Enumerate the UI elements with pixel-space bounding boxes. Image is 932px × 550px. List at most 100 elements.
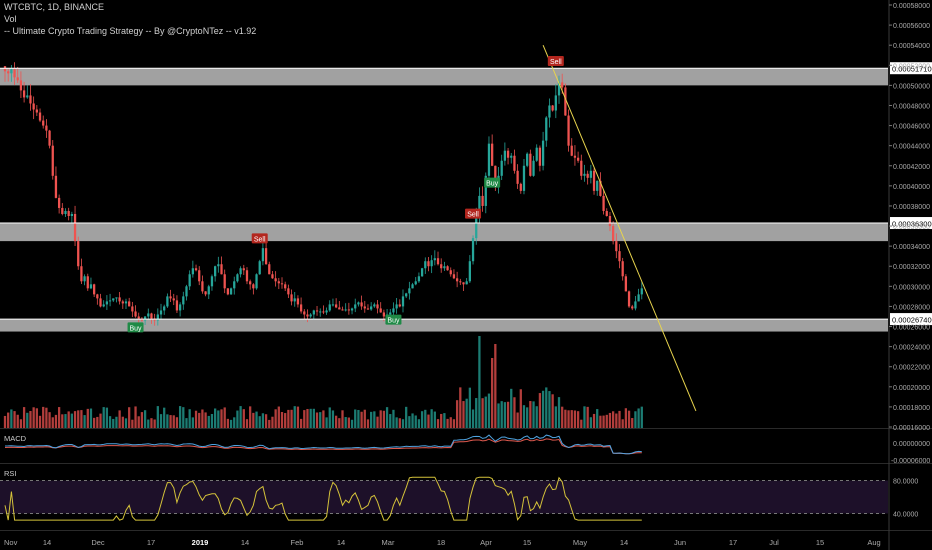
time-tick-label: May xyxy=(573,538,587,547)
volume-bar xyxy=(45,407,48,428)
volume-bar xyxy=(7,412,10,428)
volume-bar xyxy=(290,409,293,428)
volume-bar xyxy=(303,410,306,428)
candle-body xyxy=(576,157,580,161)
candle-body xyxy=(631,306,634,309)
candle-body xyxy=(80,266,83,282)
volume-bar xyxy=(268,419,271,428)
price-tick-label: 0.00034000 xyxy=(893,244,930,251)
level-price-label: 0.00026740 xyxy=(892,316,932,325)
time-axis[interactable]: Nov 14 Dec 17 2019 14 Feb 14 Mar 18 Apr 15 May 14 Jun 1… xyxy=(4,538,881,547)
candle-body xyxy=(570,145,573,156)
support-resistance-zones xyxy=(0,68,888,332)
volume-bar xyxy=(624,408,628,428)
volume-bar xyxy=(185,418,188,428)
candle-body xyxy=(169,296,172,299)
level-price-box xyxy=(890,62,932,75)
candle-body xyxy=(637,294,640,302)
volume-bar xyxy=(29,410,32,428)
volume-bar xyxy=(89,408,93,428)
price-tick-label: 0.00018000 xyxy=(893,405,930,412)
candle-body xyxy=(440,264,443,269)
candle-body xyxy=(557,82,561,96)
candle-body xyxy=(328,304,331,311)
candle-body xyxy=(583,173,586,176)
volume-bar xyxy=(592,413,596,428)
candle-body xyxy=(455,278,459,282)
volume-bar xyxy=(264,414,268,428)
volume-bar xyxy=(347,417,351,428)
candle-body xyxy=(350,308,354,311)
time-tick-label: 17 xyxy=(147,538,155,547)
volume-bar xyxy=(16,414,19,428)
volume-bar xyxy=(522,405,526,428)
volume-bar xyxy=(112,418,115,428)
candle-body xyxy=(204,291,207,295)
time-tick-label: Dec xyxy=(91,538,105,547)
volume-bar xyxy=(245,419,249,428)
volume-bar xyxy=(494,344,497,428)
price-tick-label: 0.00016000 xyxy=(893,425,930,432)
level-price-box xyxy=(890,217,932,230)
volume-bar xyxy=(341,410,344,428)
price-tick-label: 0.00026000 xyxy=(893,325,930,332)
candle-body xyxy=(233,281,236,289)
candle-body xyxy=(16,77,19,81)
price-tick-label: 0.00058000 xyxy=(893,3,930,10)
candle-body xyxy=(236,274,239,282)
price-zone xyxy=(0,319,888,332)
time-tick-label: Nov xyxy=(4,538,18,547)
candle-body xyxy=(567,115,570,146)
candle-body xyxy=(134,311,137,317)
candle-body xyxy=(522,165,526,191)
price-tick-label: 0.00024000 xyxy=(893,345,930,352)
candle-body xyxy=(564,87,567,116)
volume-bar xyxy=(115,416,118,428)
volume-bar xyxy=(207,415,210,428)
candle-body xyxy=(277,281,280,284)
candle-body xyxy=(506,150,510,158)
volume-bar xyxy=(554,406,557,428)
volume-bar xyxy=(503,402,507,428)
candle-body xyxy=(510,155,513,158)
time-tick-label: 18 xyxy=(437,538,445,547)
signal-label: Buy xyxy=(130,325,143,332)
volume-bar xyxy=(64,414,67,428)
candle-body xyxy=(220,264,223,275)
price-tick-label: 0.00020000 xyxy=(893,385,930,392)
trendline[interactable] xyxy=(542,44,697,412)
candle-body xyxy=(322,311,325,313)
volume-bar xyxy=(430,409,433,428)
volume-bar xyxy=(541,390,545,428)
sell-signal-badge xyxy=(547,55,564,66)
volume-bar xyxy=(462,401,465,428)
candle-body xyxy=(551,105,554,111)
volume-bar xyxy=(102,407,105,428)
candle-body xyxy=(57,197,61,208)
candle-body xyxy=(178,304,182,311)
volume-bar xyxy=(392,409,395,428)
candle-body xyxy=(188,274,191,287)
candle-body xyxy=(478,195,481,216)
volume-bar xyxy=(573,410,577,428)
candle-body xyxy=(475,216,478,239)
candle-body xyxy=(624,276,628,292)
volume-bar xyxy=(150,418,153,428)
candle-body xyxy=(150,313,153,319)
candle-body xyxy=(608,216,612,227)
candle-body xyxy=(347,309,351,311)
candle-body xyxy=(42,120,45,126)
candle-body xyxy=(315,310,319,312)
candle-body xyxy=(137,316,140,319)
candle-body xyxy=(102,304,105,307)
macd-signal-line xyxy=(4,438,642,455)
volume-bar xyxy=(213,408,217,428)
candle-body xyxy=(376,304,379,309)
candle-body xyxy=(494,165,497,186)
candle-body xyxy=(611,226,615,242)
price-axis[interactable]: 0.00058000 0.00056000 0.00054000 0.00052000… xyxy=(889,3,930,432)
volume-bar xyxy=(229,419,233,428)
volume-bar xyxy=(389,414,392,428)
candle-body xyxy=(10,69,13,74)
